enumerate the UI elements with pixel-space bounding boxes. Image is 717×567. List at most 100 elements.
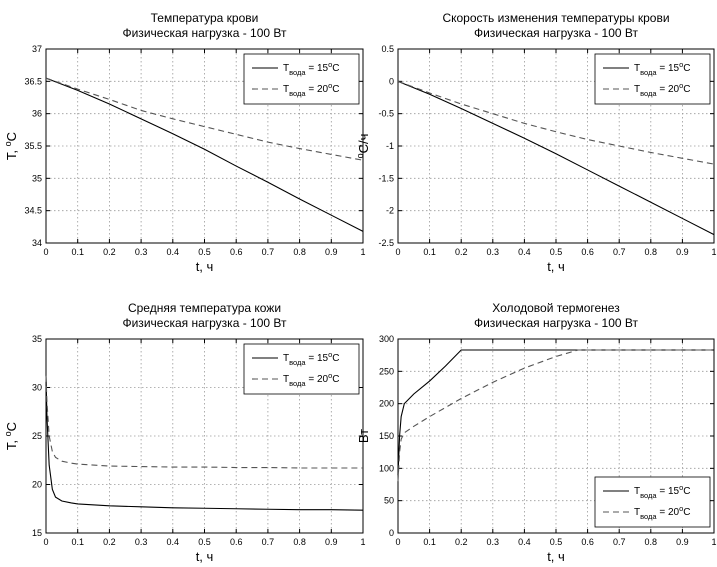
y-tick-label: 15 xyxy=(32,528,42,538)
legend-label-sup: o xyxy=(679,60,683,69)
legend-label-sup: o xyxy=(328,81,332,90)
x-tick-label: 0.5 xyxy=(550,537,563,547)
legend-label-value: = 15 xyxy=(306,353,329,364)
legend-label-sup: o xyxy=(328,371,332,380)
x-tick-label: 0 xyxy=(43,537,48,547)
plot-frame xyxy=(397,48,715,244)
x-tick-label: 0.2 xyxy=(455,537,468,547)
x-tick-label: 1 xyxy=(360,247,365,257)
series-line-1 xyxy=(397,349,714,475)
chart-title-line-1: Средняя температура кожи xyxy=(128,301,281,315)
x-tick-label: 0.9 xyxy=(325,537,338,547)
x-tick-label: 0.3 xyxy=(135,537,148,547)
y-tick-label: 36 xyxy=(32,109,42,119)
x-tick-label: 0.8 xyxy=(645,247,658,257)
y-tick-label: 37 xyxy=(32,44,42,54)
legend-label-2: Tвода = 20oC xyxy=(283,371,340,388)
series-line-2 xyxy=(397,349,714,482)
legend-label-unit: C xyxy=(332,84,339,95)
legend-label-sup: o xyxy=(679,483,683,492)
legend-box xyxy=(243,53,360,105)
y-tick-label: 150 xyxy=(379,431,394,441)
x-tick-label: 0.9 xyxy=(325,247,338,257)
legend-label-sup: o xyxy=(328,60,332,69)
chart-title-line-2: Физическая нагрузка - 100 Вт xyxy=(474,316,639,330)
chart-4: 0 0.1 0.2 0.3 0.4 0.5 0.6 0.7 0.8 0.9 1 0 50 100 150 20… xyxy=(356,301,717,564)
y-tick-label: 35 xyxy=(32,334,42,344)
chart-title-line-1: Скорость изменения температуры крови xyxy=(442,11,669,25)
x-tick-label: 0 xyxy=(395,247,400,257)
legend-label-1: Tвода = 15oC xyxy=(283,60,340,77)
legend-label-sup: o xyxy=(679,81,683,90)
x-tick-label: 0 xyxy=(395,537,400,547)
legend-label-main: T xyxy=(634,84,640,95)
y-tick-label: -2 xyxy=(386,206,394,216)
legend-label-unit: C xyxy=(683,63,690,74)
chart-title-line-2: Физическая нагрузка - 100 Вт xyxy=(122,316,287,330)
x-tick-label: 1 xyxy=(711,537,716,547)
y-tick-label: 0.5 xyxy=(381,44,394,54)
legend-label-unit: C xyxy=(683,486,690,497)
legend: Tвода = 15oC Tвода = 20oC xyxy=(243,53,360,105)
y-axis-label-sup: o xyxy=(3,141,13,146)
x-tick-label: 0.3 xyxy=(487,247,500,257)
x-tick-label: 0.1 xyxy=(423,247,436,257)
x-axis-label: t, ч xyxy=(196,549,214,564)
legend-label-sub: вода xyxy=(289,89,306,98)
y-tick-label: 34.5 xyxy=(24,206,42,216)
legend-label-value: = 15 xyxy=(306,63,329,74)
x-axis-label: t, ч xyxy=(547,549,565,564)
y-tick-label: 20 xyxy=(32,480,42,490)
y-axis-label-tail: C/ч xyxy=(356,134,371,154)
y-axis-label-text: Вт xyxy=(356,429,371,443)
x-tick-label: 0.2 xyxy=(455,247,468,257)
x-tick-label: 0.5 xyxy=(198,247,211,257)
legend-label-unit: C xyxy=(332,374,339,385)
y-tick-label: 200 xyxy=(379,399,394,409)
legend-label-main: T xyxy=(634,486,640,497)
y-axis-label-text: T, xyxy=(4,146,19,160)
legend-label-value: = 20 xyxy=(657,84,680,95)
y-axis-label: T, oC xyxy=(3,422,19,450)
legend-label-unit: C xyxy=(683,507,690,518)
x-tick-label: 0.2 xyxy=(103,537,116,547)
legend-label-value: = 20 xyxy=(657,507,680,518)
x-tick-label: 0.3 xyxy=(135,247,148,257)
y-axis-label: Вт xyxy=(356,429,371,443)
y-tick-label: 35 xyxy=(32,173,42,183)
chart-title-line-1: Холодовой термогенез xyxy=(492,301,620,315)
x-tick-label: 1 xyxy=(711,247,716,257)
x-tick-label: 0.1 xyxy=(423,537,436,547)
x-tick-label: 0.8 xyxy=(293,247,306,257)
x-tick-label: 0.7 xyxy=(613,247,626,257)
chart-2: 0 0.1 0.2 0.3 0.4 0.5 0.6 0.7 0.8 0.9 1 -2.5 -2 -1.5 -… xyxy=(355,11,717,274)
x-tick-label: 0.4 xyxy=(167,247,180,257)
legend-label-value: = 15 xyxy=(657,486,680,497)
chart-title-line-1: Температура крови xyxy=(151,11,259,25)
legend-label-sup: o xyxy=(679,504,683,513)
y-axis-label-sup: o xyxy=(3,431,13,436)
legend-label-main: T xyxy=(283,374,289,385)
x-tick-label: 0.1 xyxy=(71,537,84,547)
y-tick-label: -1 xyxy=(386,141,394,151)
y-tick-label: 300 xyxy=(379,334,394,344)
legend-label-2: Tвода = 20oC xyxy=(634,81,691,98)
y-axis-label-text: T, xyxy=(4,436,19,450)
y-tick-label: 35.5 xyxy=(24,141,42,151)
y-tick-label: 100 xyxy=(379,463,394,473)
x-tick-label: 0.4 xyxy=(167,537,180,547)
legend-label-sub: вода xyxy=(640,512,657,521)
x-tick-label: 0.4 xyxy=(518,537,531,547)
x-tick-label: 0.6 xyxy=(230,537,243,547)
legend-label-value: = 20 xyxy=(306,374,329,385)
legend-label-unit: C xyxy=(683,84,690,95)
x-axis-label: t, ч xyxy=(196,259,214,274)
y-tick-label: 250 xyxy=(379,366,394,376)
legend-box xyxy=(594,476,711,528)
y-axis-label-tail: C xyxy=(4,422,19,431)
legend-box xyxy=(243,343,360,395)
legend-label-main: T xyxy=(634,507,640,518)
legend-label-2: Tвода = 20oC xyxy=(283,81,340,98)
x-tick-label: 0.8 xyxy=(645,537,658,547)
